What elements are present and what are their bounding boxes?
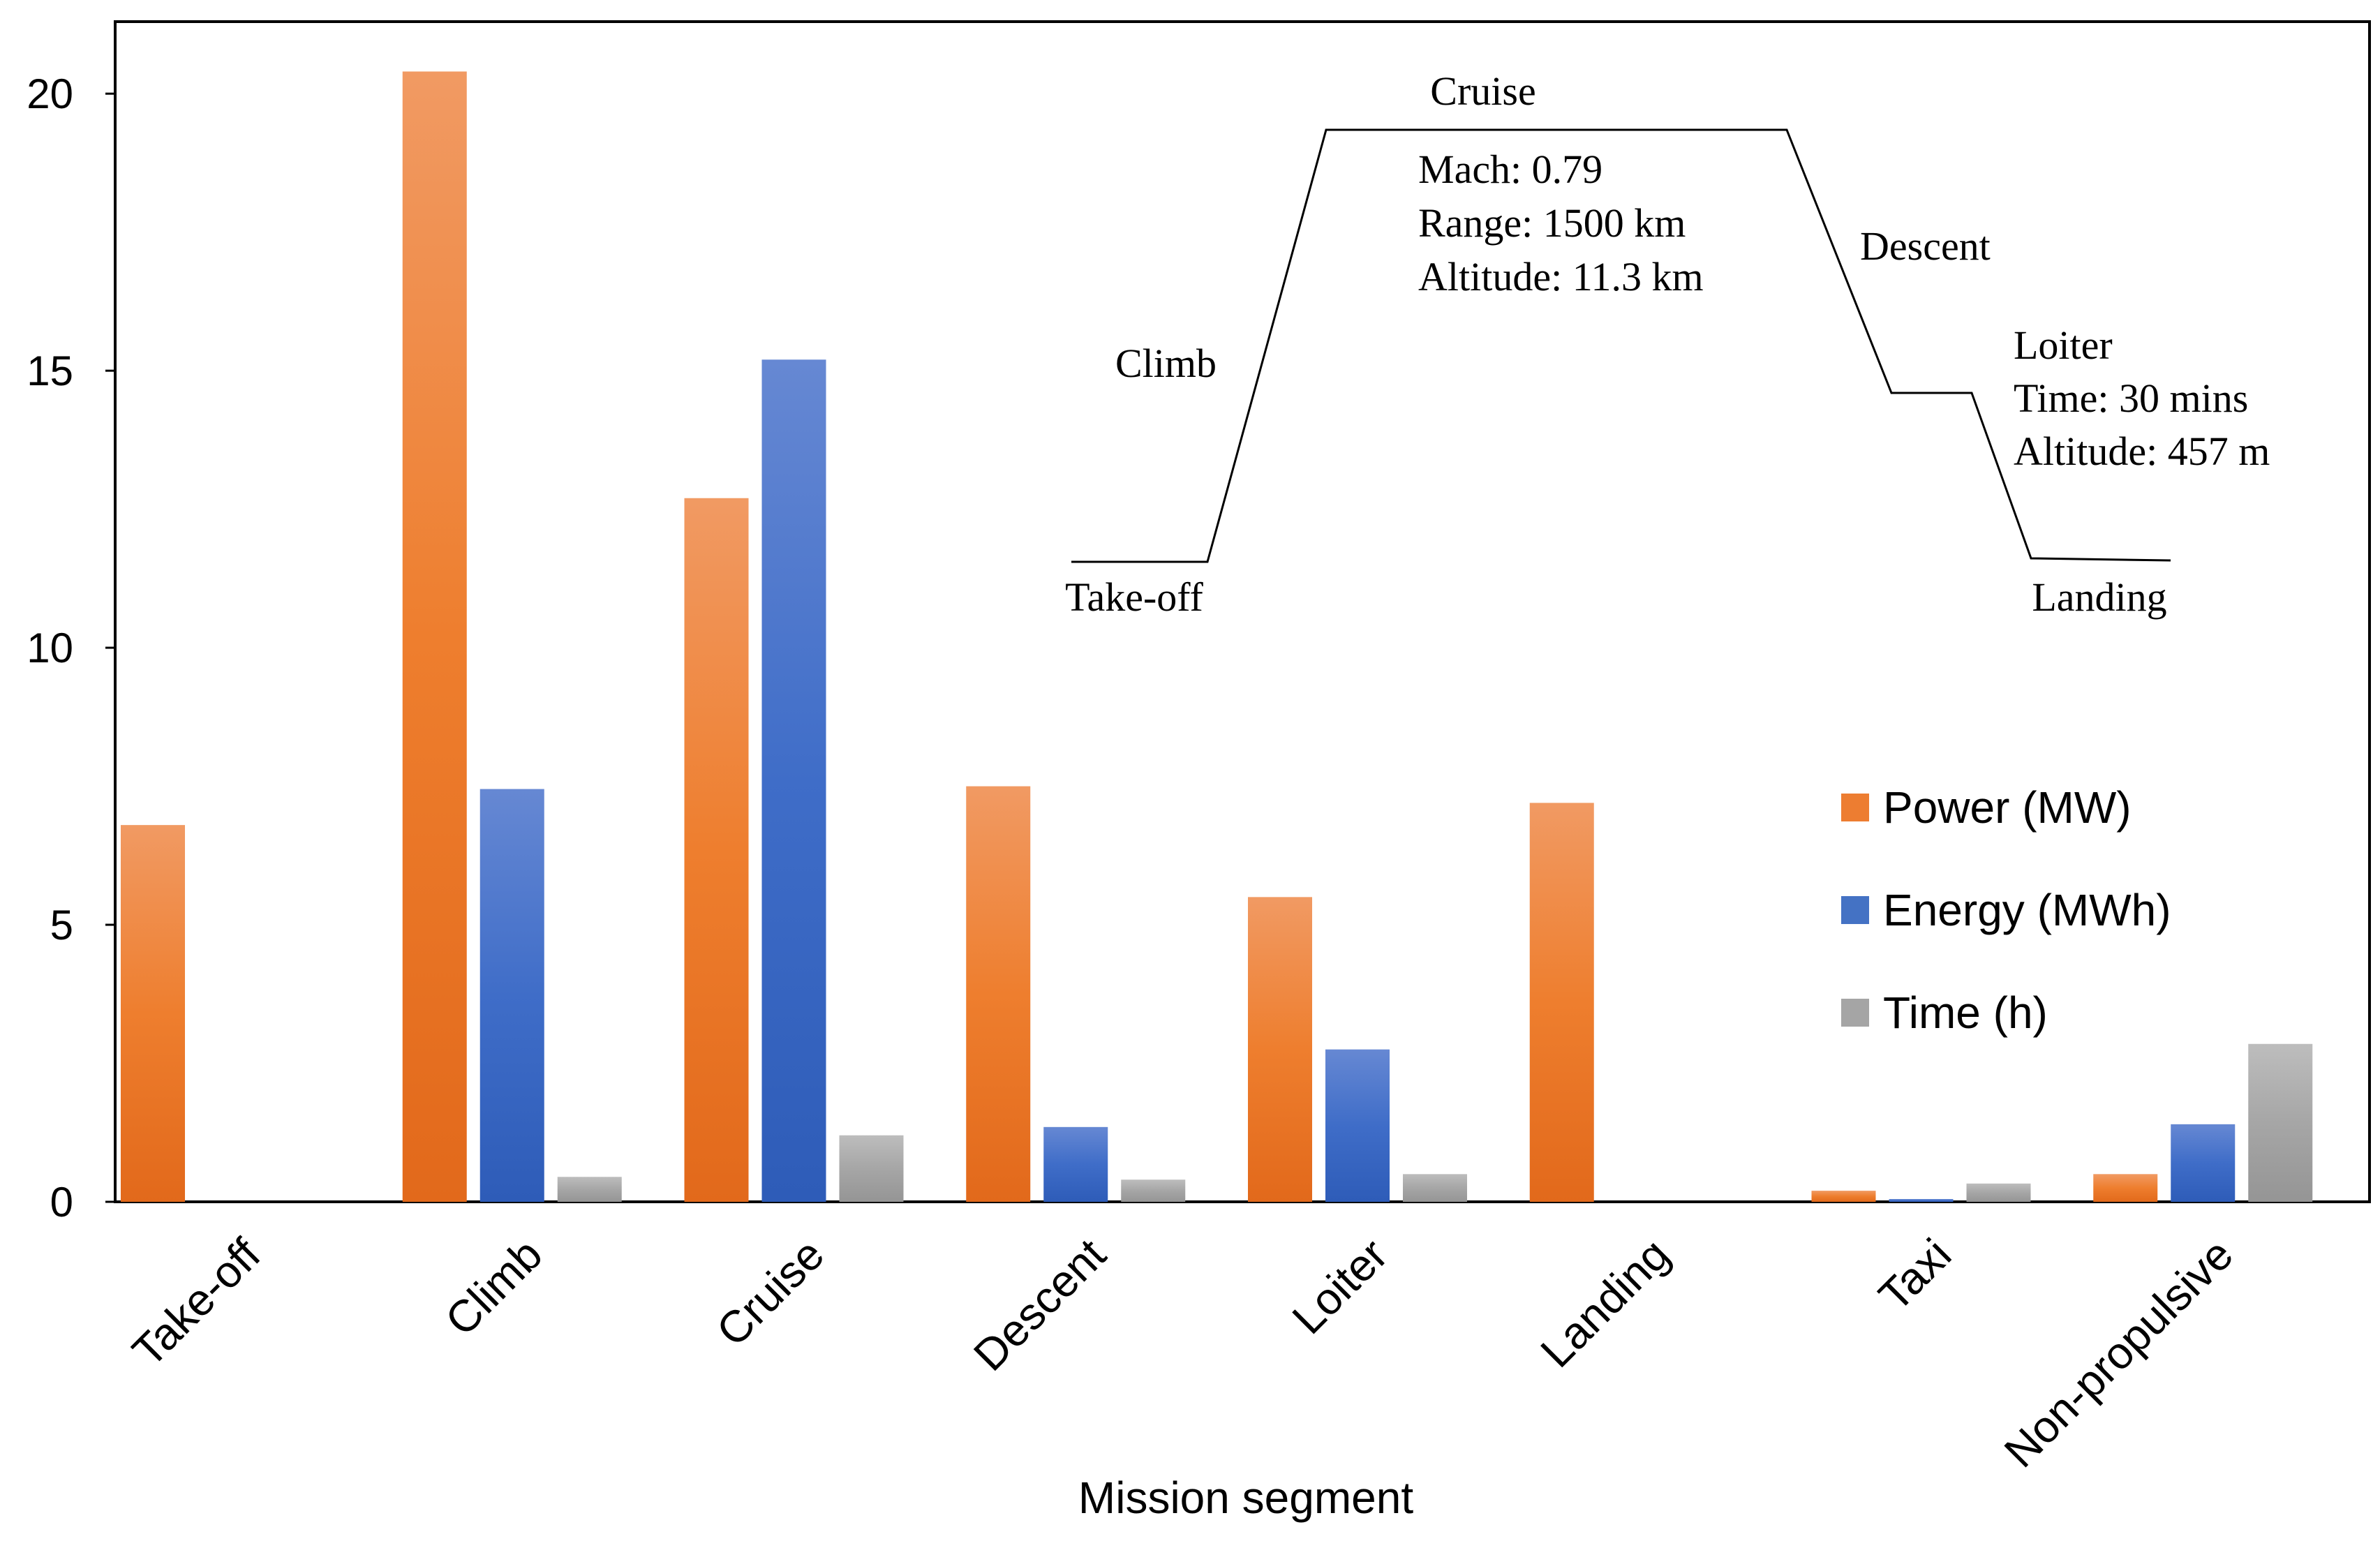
mission-profile-line [1071,128,2171,563]
profile-cruise-detail: Range: 1500 km [1418,200,1686,246]
bar-power [1529,803,1594,1202]
x-tick-label: Climb [436,1229,552,1346]
profile-loiter-detail: Altitude: 457 m [2014,429,2270,474]
legend-label: Power (MW) [1883,782,2132,833]
bar-power [1248,897,1312,1202]
x-tick-label: Landing [1531,1229,1679,1377]
y-tick-label: 0 [50,1179,73,1226]
legend-label: Time (h) [1883,988,2048,1038]
profile-label-loiter: Loiter [2014,322,2113,368]
x-tick-label: Non-propulsive [1995,1229,2243,1477]
plot-frame [114,20,2371,1203]
bar-power [121,825,185,1202]
bar-time [2248,1043,2313,1202]
bar-energy [761,359,826,1202]
bar-power [966,786,1031,1202]
bar-time [557,1177,622,1202]
bar-time [1966,1183,2031,1202]
bar-time [1403,1174,1467,1202]
bar-power [2093,1174,2158,1202]
legend-label: Energy (MWh) [1883,885,2171,935]
legend-swatch [1841,999,1869,1027]
profile-loiter-detail: Time: 30 mins [2014,375,2248,421]
bar-energy [2171,1124,2236,1202]
x-tick-label: Taxi [1869,1229,1961,1320]
bar-power [402,71,467,1203]
bar-energy [1325,1049,1390,1202]
legend-swatch [1841,896,1869,924]
x-tick-label: Cruise [707,1229,834,1356]
profile-label-climb: Climb [1115,341,1217,386]
bars [121,71,2313,1203]
profile-cruise-detail: Mach: 0.79 [1418,147,1602,192]
y-tick-label: 20 [27,70,73,117]
bar-energy [479,789,544,1202]
profile-label-takeoff: Take-off [1065,574,1203,620]
x-tick-label: Take-off [123,1229,270,1376]
bar-power [1811,1191,1876,1202]
y-tick-label: 10 [27,625,73,671]
profile-label-descent: Descent [1860,223,1991,269]
legend: Power (MW) Energy (MWh) Time (h) [1841,782,2171,1038]
profile-label-landing: Landing [2032,574,2166,620]
bar-energy [1043,1126,1108,1202]
profile-label-cruise: Cruise [1430,68,1535,114]
bar-power [684,498,749,1202]
x-tick-label: Descent [964,1229,1115,1380]
x-axis: Take-off Climb Cruise Descent Loiter Landing T… [123,1229,2243,1477]
bar-time [839,1135,904,1202]
profile-cruise-detail: Altitude: 11.3 km [1418,254,1704,299]
y-tick-label: 5 [50,902,73,948]
bar-time [1121,1179,1186,1202]
legend-swatch [1841,794,1869,821]
mission-profile-inset: Cruise Mach: 0.79 Range: 1500 km Altitud… [1065,68,2270,620]
x-axis-title: Mission segment [1078,1473,1413,1523]
y-axis: 0 5 10 15 20 [27,70,115,1226]
bar-energy [1889,1199,1954,1202]
y-tick-label: 15 [27,348,73,394]
x-tick-label: Loiter [1283,1229,1397,1343]
